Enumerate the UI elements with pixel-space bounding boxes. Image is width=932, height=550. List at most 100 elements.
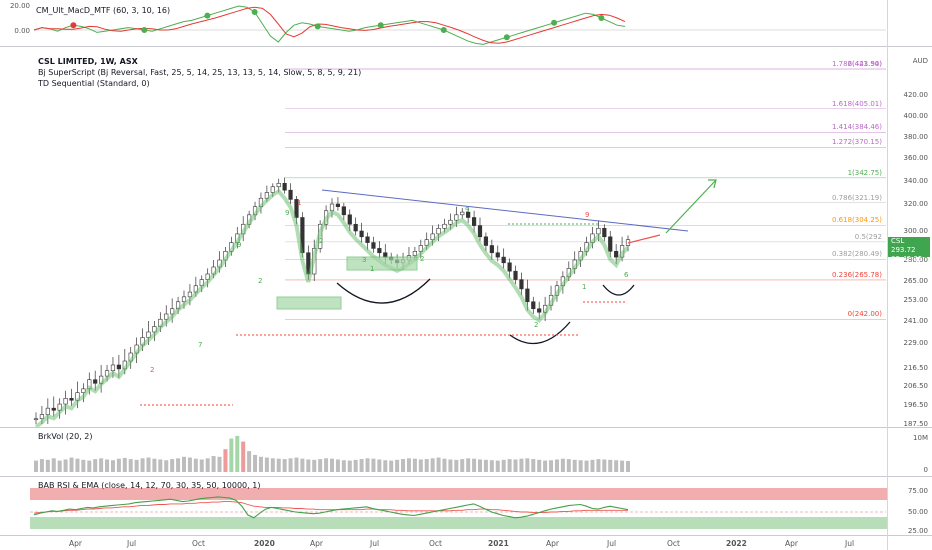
volume-bar: [602, 459, 607, 472]
volume-bar: [566, 459, 571, 472]
candle-body: [477, 225, 483, 238]
candle-body: [471, 217, 477, 226]
time-tick: Jul: [370, 539, 380, 548]
time-tick: Apr: [546, 539, 559, 548]
time-tick: Apr: [310, 539, 323, 548]
candle: [489, 239, 494, 260]
candle-body: [519, 279, 524, 290]
volume-bar: [312, 459, 317, 472]
candle-body: [51, 407, 56, 411]
macd-tick-20: 20.00: [9, 2, 30, 10]
volume-bar: [193, 458, 198, 472]
candle-body: [116, 364, 121, 370]
candle: [513, 265, 518, 285]
candle-body: [466, 211, 471, 218]
target-arrow-head: [708, 179, 717, 189]
candle-body: [454, 214, 459, 221]
rsi-tick-75: 75.00: [907, 487, 928, 495]
price-tick: 196.50: [903, 401, 929, 409]
candle-body: [39, 414, 45, 420]
macd-line: [33, 5, 626, 45]
volume-bar: [537, 459, 542, 472]
macd-cross-dot: [551, 19, 558, 26]
candle: [359, 222, 364, 243]
candle-body: [359, 230, 364, 238]
volume-bar: [341, 460, 346, 472]
volume-bar: [81, 459, 86, 472]
volume-bar: [324, 458, 329, 472]
td-legend: TD Sequential (Standard, 0): [38, 79, 150, 88]
time-tick: Jul: [127, 539, 137, 548]
fib-label: 0.5(292: [854, 232, 882, 241]
fib-label: 2(443.50): [847, 60, 882, 68]
candle-body: [377, 248, 382, 254]
candle-body: [537, 308, 542, 313]
volume-bar: [116, 458, 121, 472]
candle-body: [347, 214, 352, 225]
volume-bar: [472, 458, 477, 472]
candle-body: [501, 256, 506, 264]
volume-bar: [620, 460, 625, 472]
volume-bar: [199, 459, 204, 472]
time-tick: Jul: [607, 539, 617, 548]
support-zone-box: [276, 296, 342, 310]
macd-cross-dot: [70, 22, 77, 29]
volume-bar: [253, 454, 258, 472]
volume-bar: [211, 456, 216, 472]
price-tick: 229.00: [903, 339, 929, 347]
volume-bar: [300, 458, 305, 472]
time-tick: 2020: [254, 539, 275, 548]
volume-bar: [69, 457, 74, 472]
candle-body: [383, 252, 388, 258]
volume-bar: [241, 441, 246, 472]
volume-bar: [152, 458, 157, 472]
fib-label: 1.414(384.46): [832, 123, 882, 132]
macd-cross-dot: [503, 34, 510, 41]
candle-body: [294, 199, 299, 218]
volume-bar: [294, 457, 299, 472]
volume-bar: [247, 451, 252, 472]
volume-bar: [93, 459, 98, 472]
volume-bar: [383, 460, 388, 472]
volume-bar: [282, 459, 287, 472]
time-tick: Oct: [429, 539, 442, 548]
volume-bar: [371, 458, 376, 472]
volume-bar: [519, 458, 524, 472]
candle-body: [531, 301, 536, 310]
volume-bar: [134, 459, 139, 472]
candle: [371, 236, 376, 253]
macd-svg: [33, 5, 886, 45]
candle: [377, 241, 382, 259]
volume-bar: [270, 458, 275, 472]
volume-bar: [572, 459, 577, 472]
candle-body: [495, 252, 500, 258]
volume-bar: [377, 459, 382, 472]
price-tick: 380.00: [903, 133, 929, 141]
volume-bar: [51, 458, 56, 472]
candle-body: [483, 236, 489, 246]
volume-bar: [418, 459, 423, 472]
fib-label: 0(242.00): [847, 310, 882, 319]
candle-body: [608, 236, 613, 252]
td-count: 9: [585, 211, 589, 219]
time-tick: 2021: [488, 539, 509, 548]
td-count: 2: [534, 321, 538, 329]
volume-bar: [99, 458, 104, 472]
neckline-trendline: [321, 189, 689, 232]
volume-bar: [258, 456, 263, 472]
candle-body: [270, 186, 275, 193]
vol-tick-10m: 10M: [913, 434, 928, 442]
volume-bar: [110, 460, 115, 472]
rsi-ema-line: [33, 501, 628, 514]
macd-pane: CM_Ult_MacD_MTF (60, 3, 10, 16) 20.00 0.…: [0, 0, 932, 46]
volume-bar: [187, 457, 192, 472]
candle-body: [460, 211, 465, 216]
volume-bar: [347, 460, 352, 472]
price-tick: 241.00: [903, 317, 929, 325]
volume-bar: [170, 459, 175, 472]
volume-bar: [578, 460, 583, 472]
volume-bar: [359, 459, 364, 472]
macd-cross-dot: [598, 15, 605, 21]
candle-body: [329, 203, 335, 212]
